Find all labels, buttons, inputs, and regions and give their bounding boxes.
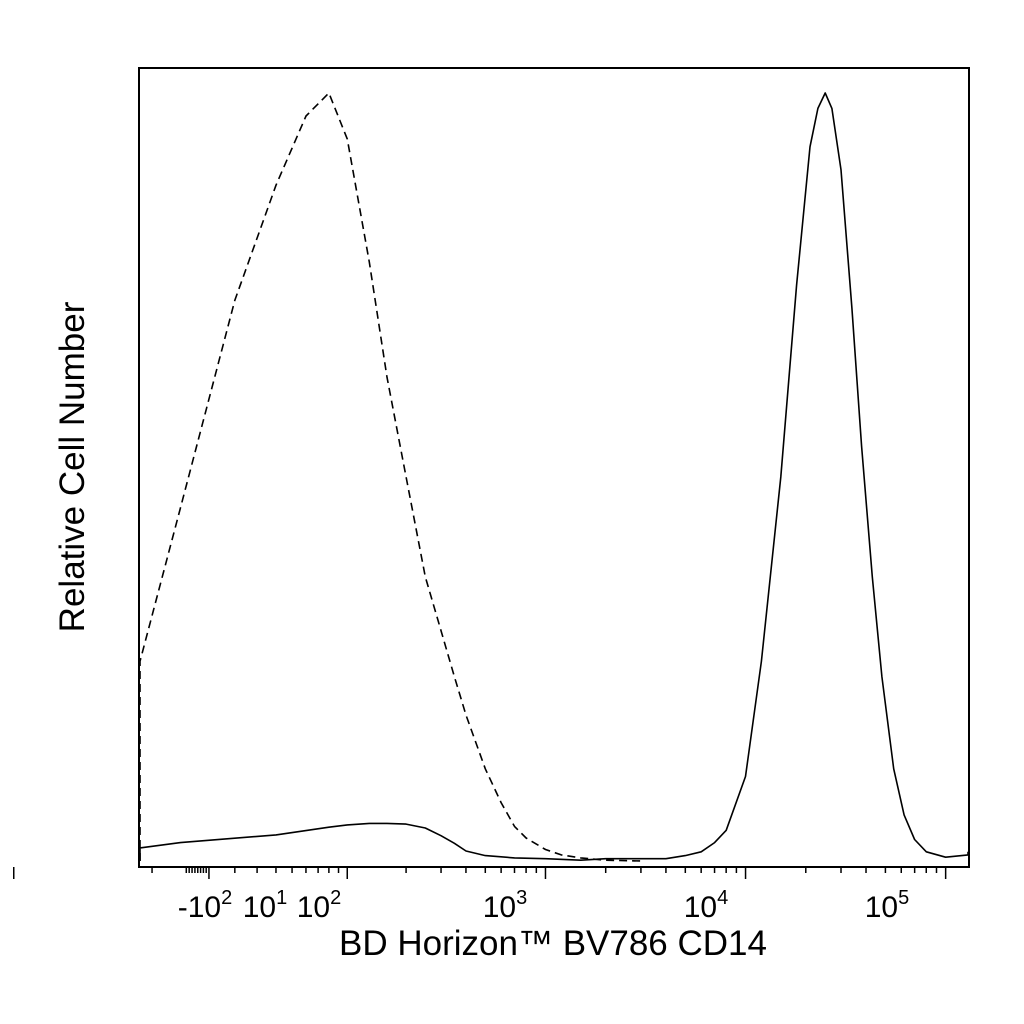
x-tick-label: -102 (178, 887, 232, 924)
plot-frame (138, 67, 970, 868)
series-line-solid (139, 92, 969, 861)
x-axis-title: BD Horizon™ BV786 CD14 (339, 924, 767, 963)
x-tick-label: 101 (243, 887, 288, 924)
series-layer (139, 92, 969, 862)
x-axis-ticks (12, 867, 947, 879)
x-tick-label: 103 (483, 887, 528, 924)
x-tick-label: 102 (297, 887, 342, 924)
x-axis-tick-labels: -102 101 102 103 104 105 (178, 887, 909, 924)
series-line-dashed (139, 92, 641, 862)
y-axis-title: Relative Cell Number (53, 301, 92, 632)
x-tick-label: 104 (684, 887, 729, 924)
x-tick-label: 105 (865, 887, 910, 924)
